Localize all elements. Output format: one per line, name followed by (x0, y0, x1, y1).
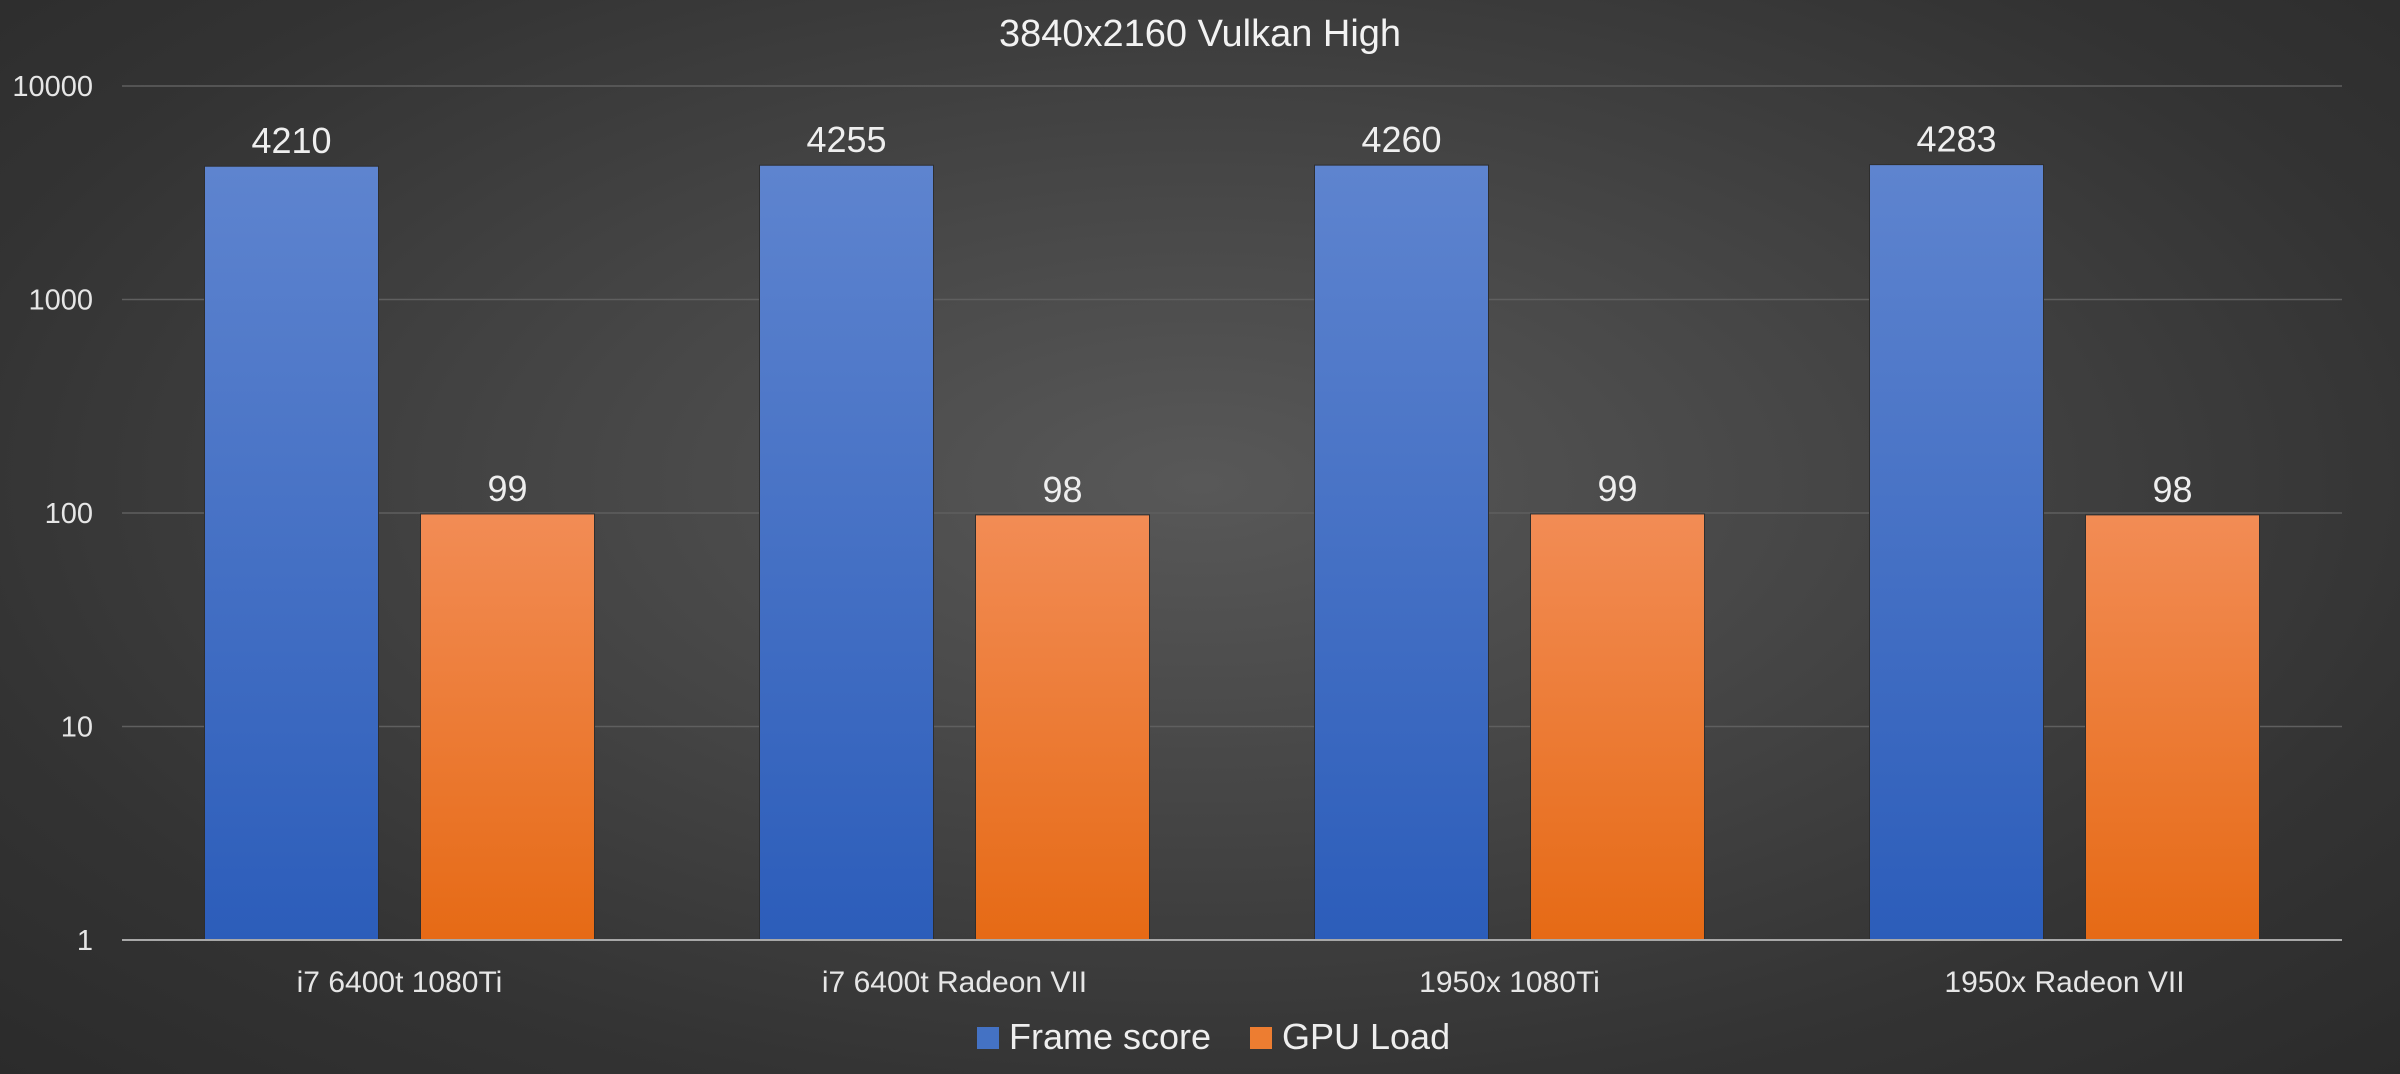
bar-gpu-load (975, 514, 1150, 941)
x-axis-category-labels: i7 6400t 1080Ti i7 6400t Radeon VII 1950x … (297, 966, 2185, 999)
data-label: 99 (1597, 468, 1637, 509)
chart-title: 3840x2160 Vulkan High (999, 13, 1401, 55)
y-tick-label: 1 (77, 925, 93, 957)
legend-label: Frame score (1009, 1016, 1211, 1057)
bars (204, 164, 2260, 941)
bar-frame-score (1314, 164, 1489, 941)
x-category-label: i7 6400t 1080Ti (297, 966, 503, 999)
bar-frame-score (759, 164, 934, 941)
data-label: 4255 (806, 119, 886, 160)
bar-gpu-load (2085, 514, 2260, 941)
data-label: 4210 (251, 120, 331, 161)
data-label: 98 (1042, 469, 1082, 510)
x-category-label: 1950x 1080Ti (1419, 966, 1600, 999)
legend-label: GPU Load (1282, 1016, 1450, 1057)
bar-frame-score (204, 165, 379, 941)
data-label: 4283 (1916, 119, 1996, 160)
bar-gpu-load (420, 513, 595, 941)
bar-frame-score (1869, 164, 2044, 941)
bar-gpu-load (1530, 513, 1705, 941)
x-category-label: i7 6400t Radeon VII (822, 966, 1087, 999)
data-label: 98 (2152, 469, 2192, 510)
y-axis-tick-labels: 1 10 100 1000 10000 (12, 71, 93, 957)
y-tick-label: 1000 (28, 285, 93, 317)
y-tick-label: 10000 (12, 71, 93, 103)
legend-swatch (977, 1027, 999, 1049)
y-tick-label: 10 (61, 712, 93, 744)
data-label: 4260 (1361, 119, 1441, 160)
data-label: 99 (487, 468, 527, 509)
legend: Frame score GPU Load (977, 1016, 1450, 1057)
legend-swatch (1250, 1027, 1272, 1049)
x-category-label: 1950x Radeon VII (1944, 966, 2184, 999)
y-tick-label: 100 (45, 498, 93, 530)
data-labels: 4210 99 4255 98 4260 99 4283 98 (251, 119, 2192, 510)
